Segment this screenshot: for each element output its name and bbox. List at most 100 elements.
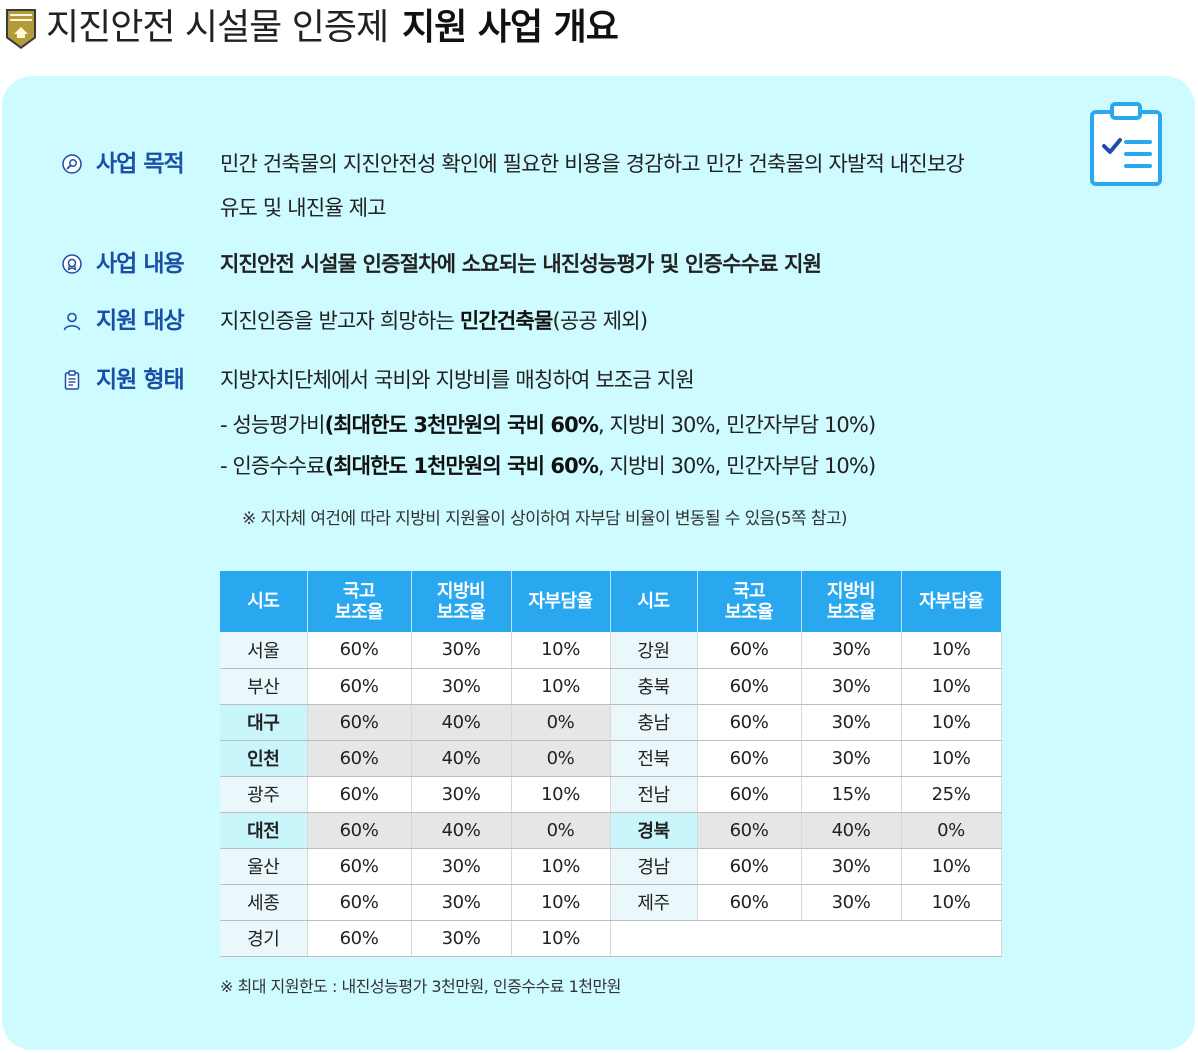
rate-cell: 10%	[901, 740, 1002, 777]
rate-cell: 40%	[411, 740, 512, 777]
column-header: 국고 보조율	[307, 571, 412, 632]
table-row: 부산 60% 30% 10% 충북 60% 30% 10%	[220, 668, 1002, 705]
rate-cell: 30%	[411, 668, 512, 705]
column-header: 국고 보조율	[697, 571, 802, 632]
page-title: 지진안전 시설물 인증제 지원 사업 개요	[46, 4, 619, 52]
rate-cell: 30%	[411, 920, 512, 957]
rate-cell: 10%	[511, 776, 611, 813]
section-text: 지진안전 시설물 인증절차에 소요되는 내진성능평가 및 인증수수료 지원	[220, 252, 822, 276]
item-bold: (최대한도 3천만원의 국비 60%	[324, 413, 599, 437]
rate-cell: 10%	[511, 632, 611, 669]
item-bold: (최대한도 1천만원의 국비 60%	[324, 454, 599, 478]
award-icon	[62, 254, 82, 274]
rate-cell: 60%	[307, 812, 412, 849]
item-post: , 지방비 30%, 민간자부담 10%)	[597, 454, 876, 478]
column-header: 시도	[220, 571, 308, 632]
region-cell: 제주	[610, 884, 698, 921]
rate-cell: 30%	[801, 740, 902, 777]
region-cell: 대전	[220, 812, 308, 849]
section-label: 지원 형태	[96, 367, 185, 393]
rate-cell: 10%	[511, 884, 611, 921]
rate-cell: 60%	[307, 920, 412, 957]
item-post: , 지방비 30%, 민간자부담 10%)	[597, 413, 876, 437]
rate-cell: 60%	[307, 776, 412, 813]
region-cell: 부산	[220, 668, 308, 705]
table-row: 광주 60% 30% 10% 전남 60% 15% 25%	[220, 776, 1002, 813]
region-cell: 경남	[610, 848, 698, 885]
column-header: 지방비 보조율	[801, 571, 902, 632]
column-header-line: 시도	[247, 591, 280, 612]
search-icon	[62, 154, 82, 174]
column-header-line: 지방비	[826, 580, 876, 602]
rate-cell: 10%	[901, 632, 1002, 669]
rate-cell: 40%	[411, 812, 512, 849]
column-header-line: 지방비	[436, 580, 486, 602]
form-item-2: - 인증수수료(최대한도 1천만원의 국비 60%, 지방비 30%, 민간자부…	[220, 450, 876, 482]
region-cell: 충북	[610, 668, 698, 705]
table-row: 인천 60% 40% 0% 전북 60% 30% 10%	[220, 740, 1002, 777]
rate-cell: 30%	[801, 668, 902, 705]
rate-cell: 10%	[511, 848, 611, 885]
rate-cell: 0%	[511, 812, 611, 849]
title-light: 지진안전 시설물 인증제	[46, 7, 389, 48]
region-cell: 전북	[610, 740, 698, 777]
rate-cell: 10%	[901, 884, 1002, 921]
column-header: 자부담율	[511, 571, 611, 632]
region-cell: 대구	[220, 704, 308, 741]
section-label: 사업 목적	[96, 151, 185, 177]
rate-cell: 60%	[697, 740, 802, 777]
rate-cell: 30%	[801, 704, 902, 741]
rate-cell: 10%	[901, 668, 1002, 705]
rate-cell: 60%	[697, 632, 802, 669]
table-row: 울산 60% 30% 10% 경남 60% 30% 10%	[220, 848, 1002, 885]
footnote: ※ 최대 지원한도 : 내진성능평가 3천만원, 인증수수료 1천만원	[220, 977, 621, 996]
item-pre: - 인증수수료	[220, 454, 325, 478]
rate-cell: 10%	[511, 668, 611, 705]
rate-cell: 60%	[307, 632, 412, 669]
column-header-line: 자부담율	[528, 591, 593, 612]
region-cell: 경기	[220, 920, 308, 957]
region-cell: 인천	[220, 740, 308, 777]
column-header: 시도	[610, 571, 698, 632]
region-cell: 광주	[220, 776, 308, 813]
section-text: 지진인증을 받고자 희망하는 민간건축물(공공 제외)	[220, 305, 648, 337]
form-item-1: - 성능평가비(최대한도 3천만원의 국비 60%, 지방비 30%, 민간자부…	[220, 409, 876, 441]
section-label: 사업 내용	[96, 251, 185, 277]
rate-cell: 60%	[697, 668, 802, 705]
certification-logo-icon	[6, 9, 36, 49]
rate-cell: 30%	[801, 632, 902, 669]
column-header-line: 국고	[732, 580, 766, 602]
clipboard-check-icon	[1090, 102, 1162, 186]
rate-cell: 10%	[511, 920, 611, 957]
rate-cell: 30%	[411, 632, 512, 669]
column-header-line: 시도	[637, 591, 670, 612]
table-row: 대구 60% 40% 0% 충남 60% 30% 10%	[220, 704, 1002, 741]
column-header-line: 보조율	[826, 601, 876, 623]
rate-cell: 60%	[307, 668, 412, 705]
column-header-line: 보조율	[724, 601, 774, 623]
column-header: 자부담율	[901, 571, 1001, 632]
rate-cell: 60%	[697, 776, 802, 813]
text-post: (공공 제외)	[552, 309, 648, 333]
rate-cell: 40%	[411, 704, 512, 741]
subsidy-rate-table: 시도 국고 보조율 지방비 보조율 자부담율 시도 국고 보조율 지방비 보조율 자부담율 서울 60%…	[220, 571, 1002, 957]
rate-cell: 15%	[801, 776, 902, 813]
rate-cell: 10%	[901, 848, 1002, 885]
region-cell: 세종	[220, 884, 308, 921]
rate-cell: 30%	[411, 884, 512, 921]
column-header-line: 자부담율	[919, 591, 984, 612]
rate-cell: 60%	[307, 740, 412, 777]
form-note: ※ 지자체 여건에 따라 지방비 지원율이 상이하여 자부담 비율이 변동될 수…	[242, 509, 848, 529]
rate-cell: 60%	[697, 884, 802, 921]
rate-cell: 0%	[511, 704, 611, 741]
rate-cell: 25%	[901, 776, 1002, 813]
region-cell: 울산	[220, 848, 308, 885]
empty-cell	[610, 920, 1002, 957]
column-header: 지방비 보조율	[411, 571, 512, 632]
title-bold: 지원 사업 개요	[402, 7, 619, 48]
column-header-line: 국고	[342, 580, 376, 602]
rate-cell: 0%	[511, 740, 611, 777]
rate-cell: 60%	[307, 884, 412, 921]
rate-cell: 40%	[801, 812, 902, 849]
region-cell: 서울	[220, 632, 308, 669]
